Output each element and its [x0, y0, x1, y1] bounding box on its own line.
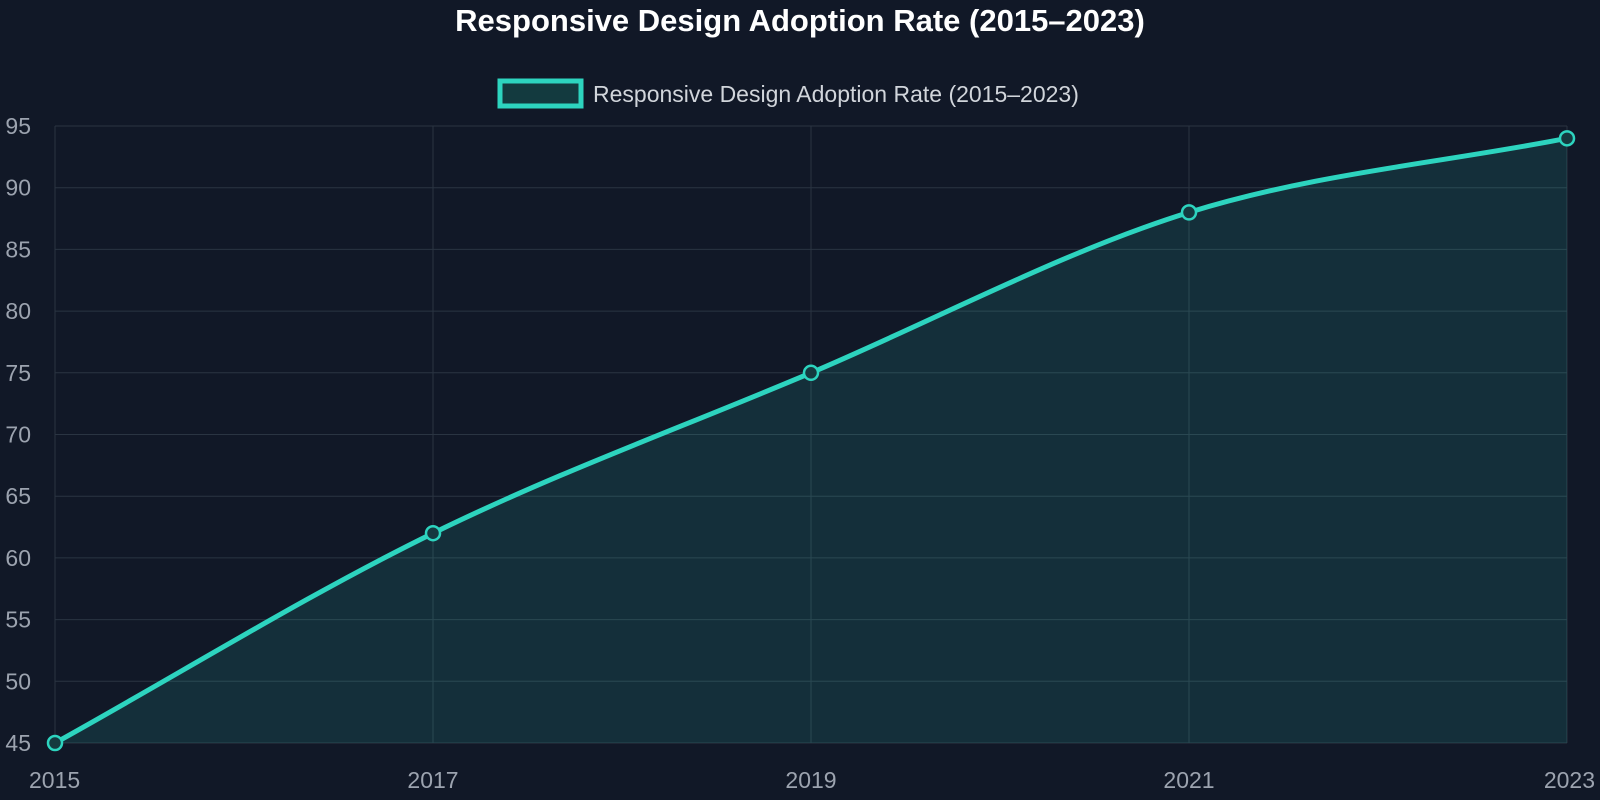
legend[interactable]: Responsive Design Adoption Rate (2015–20…: [497, 78, 1079, 109]
data-point-2015[interactable]: [46, 734, 64, 752]
x-tick-label: 2017: [407, 767, 458, 793]
y-tick-label: 80: [5, 298, 31, 324]
x-axis: 2015 2017 2019 2021 2023: [29, 767, 1595, 793]
grid: [54, 125, 1568, 744]
series-area-fill: [55, 138, 1567, 744]
x-tick-label: 2021: [1163, 767, 1214, 793]
series-layer: [46, 130, 1576, 752]
y-tick-label: 50: [5, 668, 31, 694]
y-tick-label: 90: [5, 175, 31, 201]
chart-title: Responsive Design Adoption Rate (2015–20…: [455, 3, 1145, 38]
y-tick-label: 55: [5, 607, 31, 633]
y-axis: 45 50 55 60 65 70 75 80 85 90 95: [5, 113, 31, 756]
y-tick-label: 95: [5, 113, 31, 139]
y-tick-label: 60: [5, 545, 31, 571]
y-tick-label: 65: [5, 483, 31, 509]
y-tick-label: 75: [5, 360, 31, 386]
data-point-2019[interactable]: [802, 364, 820, 382]
y-tick-label: 70: [5, 422, 31, 448]
x-tick-label: 2019: [785, 767, 836, 793]
data-point-2017[interactable]: [424, 524, 442, 542]
y-tick-label: 45: [5, 730, 31, 756]
legend-label: Responsive Design Adoption Rate (2015–20…: [593, 81, 1079, 107]
y-tick-label: 85: [5, 236, 31, 262]
x-tick-label: 2015: [29, 767, 80, 793]
data-point-2023[interactable]: [1558, 130, 1576, 147]
x-tick-label: 2023: [1544, 767, 1595, 793]
data-point-2021[interactable]: [1180, 204, 1198, 221]
legend-swatch: [497, 78, 584, 109]
